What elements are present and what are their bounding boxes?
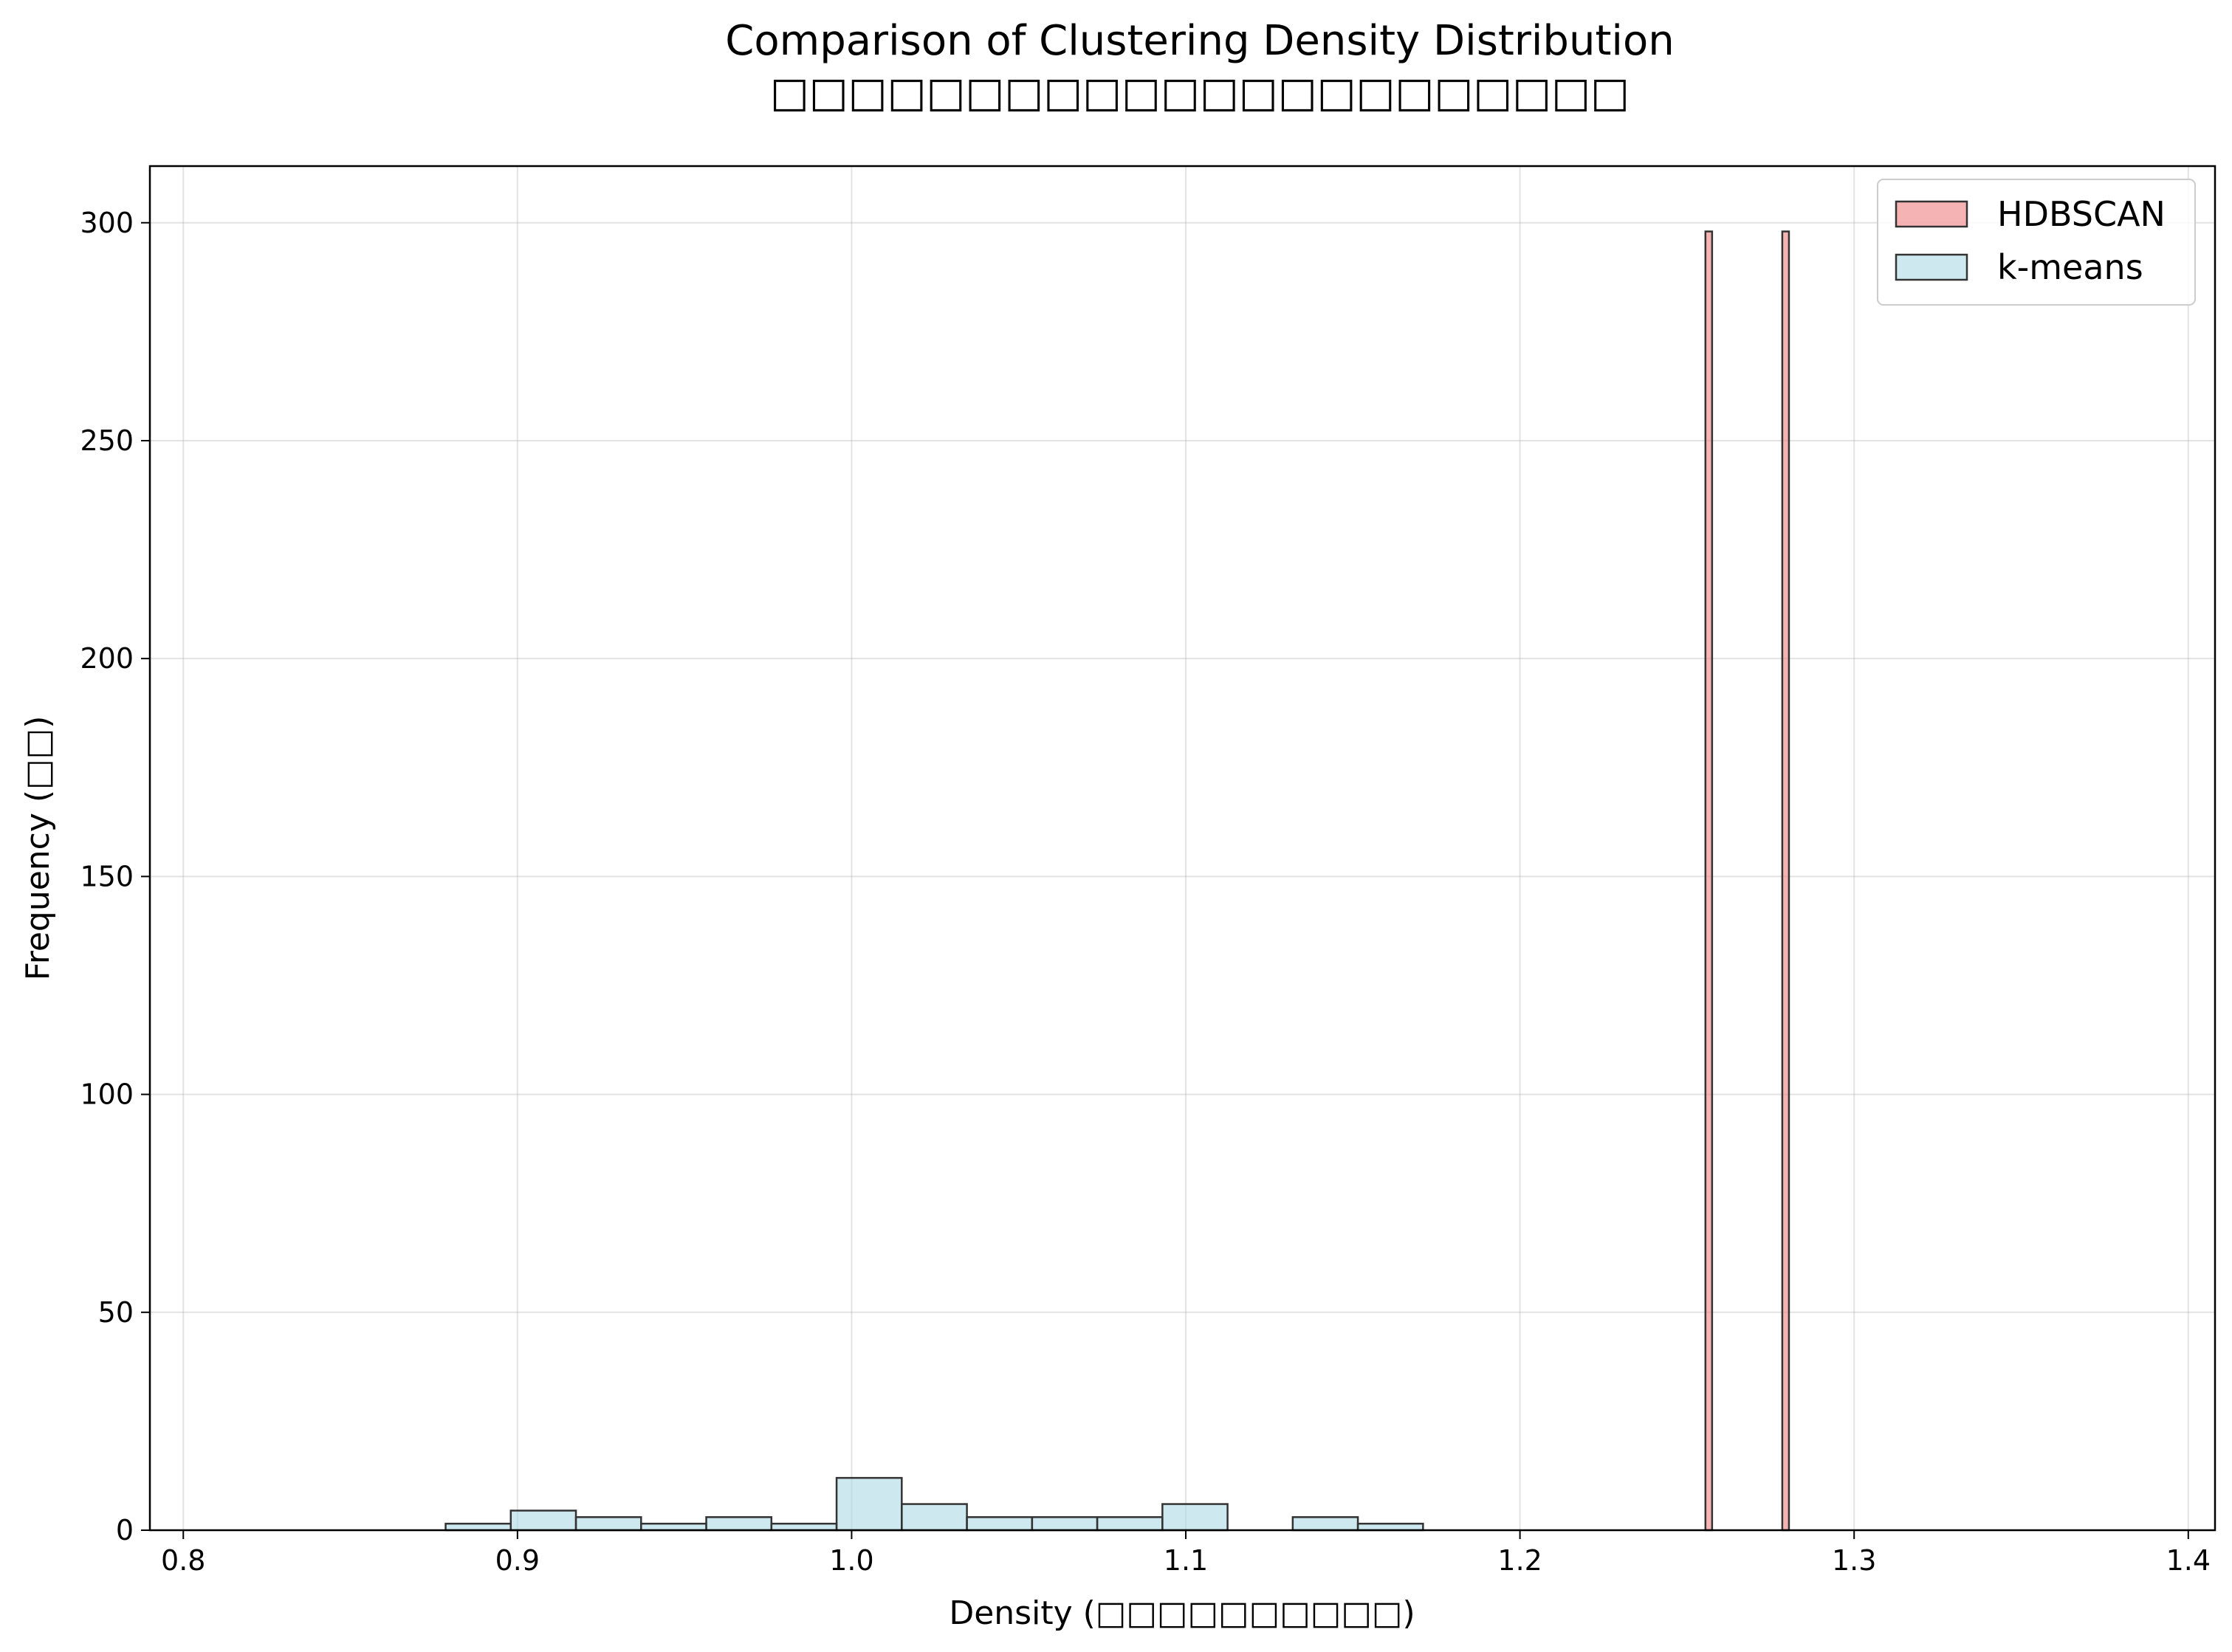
x-axis-ticks: 0.8 0.9 1.0 1.1 1.2 1.3 1.4 [161,1530,2211,1577]
y-tick-label: 250 [80,424,134,457]
bar-k-means [444,1522,512,1532]
plot-background [150,166,2215,1530]
chart-subtitle: □□□□□□□□□□□□□□□□□□□□□□ [770,69,1630,117]
y-axis-ticks: 0 50 100 150 200 250 300 [80,207,150,1546]
x-axis-label: Density (□□□□□□□□□□) [949,1594,1415,1632]
bar-k-means [1356,1522,1424,1532]
legend-label-k-means: k-means [1997,247,2143,287]
bar-k-means [1031,1516,1099,1532]
x-tick-label: 0.8 [161,1544,205,1577]
y-tick-label: 150 [80,860,134,892]
legend-label-hdbscan: HDBSCAN [1997,194,2166,234]
y-tick-label: 50 [98,1296,134,1329]
chart-title: Comparison of Clustering Density Distrib… [725,17,1674,65]
bar-k-means [835,1476,903,1532]
plot-frame [148,165,2216,1532]
bar-k-means [509,1510,577,1532]
legend-swatch-hdbscan [1895,200,1968,228]
legend-swatch-k-means [1895,253,1968,281]
bar-k-means [640,1522,707,1532]
bar-k-means [705,1516,773,1532]
x-tick-label: 1.4 [2166,1544,2211,1577]
y-axis-label: Frequency (□□) [19,716,57,981]
bar-k-means [770,1522,838,1532]
y-tick-label: 200 [80,642,134,675]
x-tick-label: 1.1 [1164,1544,1208,1577]
x-tick-label: 1.2 [1497,1544,1542,1577]
x-tick-label: 1.0 [829,1544,873,1577]
bar-hdbscan [1781,230,1790,1532]
bar-hdbscan [1704,230,1714,1532]
x-tick-label: 0.9 [495,1544,540,1577]
bar-k-means [1161,1503,1229,1532]
histogram-bars [444,230,1790,1532]
legend: HDBSCAN k-means [1877,179,2196,306]
y-tick-label: 100 [80,1078,134,1111]
y-tick-label: 0 [116,1514,134,1546]
bar-k-means [901,1503,968,1532]
bar-k-means [1291,1516,1359,1532]
bar-k-means [966,1516,1034,1532]
y-tick-label: 300 [80,207,134,239]
x-tick-label: 1.3 [1832,1544,1876,1577]
bar-k-means [574,1516,642,1532]
bar-k-means [1096,1516,1164,1532]
